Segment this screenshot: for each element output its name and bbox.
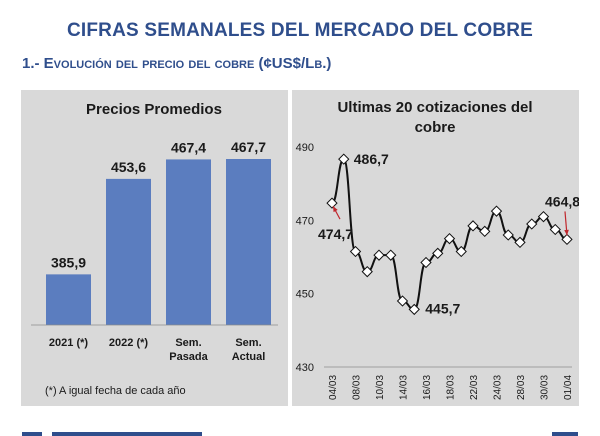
y-tick-label: 430 [296, 362, 314, 374]
line-chart: Ultimas 20 cotizaciones del cobre 430 450 47… [296, 99, 581, 400]
data-point [420, 256, 432, 269]
data-point [349, 245, 362, 258]
next-section-heading-cut [22, 432, 578, 436]
y-tick-label: 490 [296, 142, 314, 154]
bar [166, 159, 211, 325]
data-point [514, 236, 526, 248]
x-tick-label: 08/03 [352, 375, 363, 400]
bar-category-label: Sem. [175, 337, 201, 349]
data-point [549, 223, 561, 236]
bar-chart: Precios Promedios 385,9 2021 (*) 453,6 2022 … [31, 101, 278, 397]
annotation-label: 445,7 [425, 300, 460, 316]
data-point [326, 197, 338, 209]
data-point [467, 220, 479, 232]
x-tick-label: 10/03 [375, 375, 386, 400]
annotation-label: 474,7 [318, 226, 353, 242]
bar-chart-title: Precios Promedios [86, 101, 222, 118]
bar-chart-panel: Precios Promedios 385,9 2021 (*) 453,6 2022 … [21, 90, 288, 406]
line-chart-title-line1: Ultimas 20 cotizaciones del [337, 99, 532, 116]
annotation-label: 464,8 [545, 193, 579, 209]
annotation-label: 486,7 [354, 151, 389, 167]
x-tick-label: 30/03 [540, 375, 551, 400]
x-tick-label: 01/04 [563, 375, 574, 400]
data-point [526, 218, 538, 230]
bar-category-label: Actual [232, 351, 266, 363]
annotation-arrowhead [564, 229, 569, 236]
bar-footnote: (*) A igual fecha de cada año [45, 385, 186, 397]
data-point [361, 266, 373, 278]
bar-category-label: 2021 (*) [49, 337, 88, 349]
data-point [385, 249, 397, 261]
data-point [373, 249, 385, 261]
data-point [490, 205, 503, 217]
bar-category-label: Sem. [235, 337, 261, 349]
bar [106, 178, 151, 325]
x-tick-label: 16/03 [422, 375, 433, 400]
data-point [408, 303, 420, 316]
data-point [338, 153, 350, 165]
bar [226, 159, 271, 325]
bar-value-label: 467,7 [231, 139, 266, 155]
data-point [443, 233, 456, 245]
x-tick-label: 14/03 [399, 375, 410, 400]
x-tick-label: 28/03 [516, 375, 527, 400]
x-tick-label: 22/03 [469, 375, 480, 400]
x-tick-label: 04/03 [328, 375, 339, 400]
data-point [455, 245, 467, 258]
data-point [561, 233, 573, 246]
data-point [396, 295, 409, 307]
section-title: 1.- Evolución del precio del cobre (¢US$… [22, 55, 332, 72]
bar [46, 274, 91, 325]
page-title: CIFRAS SEMANALES DEL MERCADO DEL COBRE [66, 20, 534, 41]
x-tick-label: 18/03 [446, 375, 457, 400]
data-point [537, 211, 550, 223]
annotation-arrowhead [333, 206, 338, 213]
line-chart-title-line2: cobre [415, 119, 456, 136]
x-tick-label: 24/03 [493, 375, 504, 400]
data-point [479, 225, 491, 237]
bar-value-label: 453,6 [111, 159, 146, 175]
bar-value-label: 385,9 [51, 254, 86, 270]
y-tick-label: 470 [296, 215, 314, 227]
bar-category-label: Pasada [169, 351, 208, 363]
data-point [432, 247, 444, 259]
line-chart-panel: Ultimas 20 cotizaciones del cobre 430 450 47… [292, 90, 581, 406]
data-point [502, 229, 514, 241]
bar-category-label: 2022 (*) [109, 337, 148, 349]
y-tick-label: 450 [296, 289, 314, 301]
bar-value-label: 467,4 [171, 139, 206, 155]
